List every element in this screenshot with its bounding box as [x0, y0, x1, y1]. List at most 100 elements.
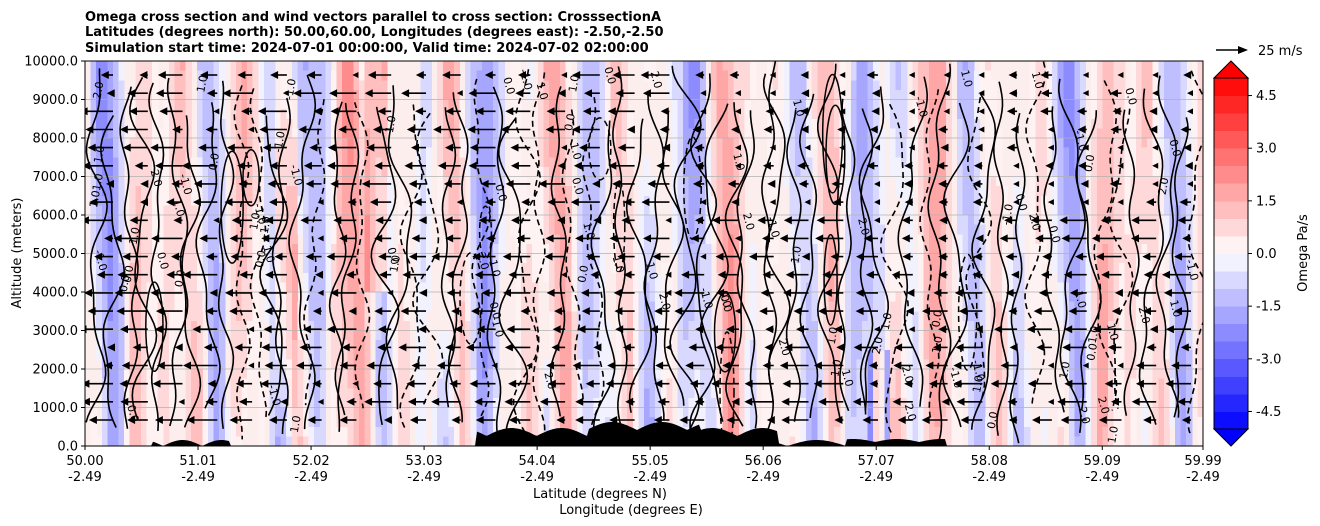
- field-cell: [588, 349, 595, 360]
- field-cell: [420, 320, 427, 332]
- field-cell: [666, 349, 673, 360]
- field-cell: [565, 378, 572, 389]
- field-cell: [632, 243, 640, 255]
- field-cell: [716, 128, 723, 139]
- field-cell: [196, 426, 203, 437]
- field-cell: [906, 282, 913, 293]
- field-cell: [554, 349, 561, 360]
- field-cell: [565, 263, 572, 274]
- field-cell: [845, 109, 852, 120]
- field-cell: [196, 99, 203, 110]
- field-cell: [699, 263, 707, 274]
- field-cell: [889, 128, 897, 139]
- field-cell: [806, 378, 813, 389]
- field-cell: [414, 205, 421, 216]
- field-cell: [878, 147, 885, 158]
- field-cell: [213, 330, 220, 341]
- field-cell: [889, 417, 897, 428]
- field-cell: [358, 109, 366, 120]
- field-cell: [711, 109, 718, 120]
- field-cell: [599, 176, 606, 187]
- field-cell: [739, 99, 746, 110]
- field-cell: [901, 359, 908, 370]
- field-cell: [699, 272, 707, 283]
- field-cell: [476, 407, 483, 418]
- field-cell: [342, 166, 349, 178]
- field-cell: [330, 272, 338, 283]
- field-cell: [118, 118, 125, 129]
- field-cell: [107, 118, 114, 129]
- field-cell: [90, 272, 97, 283]
- field-cell: [353, 195, 360, 206]
- field-cell: [934, 369, 941, 380]
- field-cell: [453, 138, 461, 149]
- field-cell: [683, 138, 690, 149]
- field-cell: [330, 243, 338, 255]
- field-cell: [140, 301, 148, 312]
- field-cell: [163, 176, 170, 187]
- field-cell: [632, 253, 640, 264]
- field-cell: [476, 89, 483, 101]
- field-cell: [711, 234, 718, 245]
- field-cell: [487, 292, 494, 303]
- field-cell: [543, 89, 550, 101]
- field-cell: [207, 301, 215, 312]
- field-cell: [694, 330, 701, 341]
- field-cell: [794, 118, 802, 129]
- field-cell: [370, 253, 377, 264]
- field-cell: [101, 301, 108, 312]
- field-cell: [929, 118, 936, 129]
- field-cell: [314, 301, 321, 312]
- field-cell: [627, 282, 634, 293]
- field-cell: [917, 89, 925, 101]
- field-cell: [191, 166, 198, 178]
- field-cell: [453, 397, 461, 409]
- field-cell: [671, 80, 679, 91]
- field-cell: [621, 359, 628, 370]
- field-cell: [118, 320, 125, 332]
- field-cell: [800, 301, 807, 312]
- field-cell: [364, 118, 371, 129]
- field-cell: [207, 234, 215, 245]
- field-cell: [118, 349, 125, 360]
- field-cell: [448, 311, 455, 322]
- field-cell: [453, 205, 461, 216]
- field-cell: [442, 340, 449, 351]
- field-cell: [895, 253, 902, 264]
- field-cell: [252, 263, 259, 274]
- field-cell: [347, 340, 354, 351]
- field-cell: [425, 157, 433, 168]
- field-cell: [319, 147, 326, 158]
- field-cell: [196, 311, 203, 322]
- field-cell: [660, 320, 667, 332]
- field-cell: [862, 118, 869, 129]
- field-cell: [621, 417, 628, 428]
- field-cell: [291, 243, 299, 255]
- field-cell: [593, 138, 600, 149]
- field-cell: [817, 417, 824, 428]
- field-cell: [336, 311, 343, 322]
- field-cell: [465, 330, 472, 341]
- field-cell: [163, 359, 170, 370]
- field-cell: [353, 205, 360, 216]
- field-cell: [230, 311, 237, 322]
- field-cell: [688, 272, 695, 283]
- field-cell: [644, 61, 651, 72]
- field-cell: [923, 301, 930, 312]
- field-cell: [901, 330, 908, 341]
- field-cell: [599, 109, 606, 120]
- field-cell: [180, 186, 187, 197]
- field-cell: [599, 128, 606, 139]
- field-cell: [565, 128, 572, 139]
- field-cell: [140, 176, 148, 187]
- field-cell: [683, 109, 690, 120]
- field-cell: [336, 292, 343, 303]
- field-cell: [912, 320, 919, 332]
- field-cell: [481, 369, 489, 380]
- field-cell: [929, 272, 936, 283]
- field-cell: [168, 147, 176, 158]
- field-cell: [934, 292, 941, 303]
- field-cell: [431, 436, 438, 446]
- field-cell: [442, 89, 449, 101]
- field-cell: [263, 272, 271, 283]
